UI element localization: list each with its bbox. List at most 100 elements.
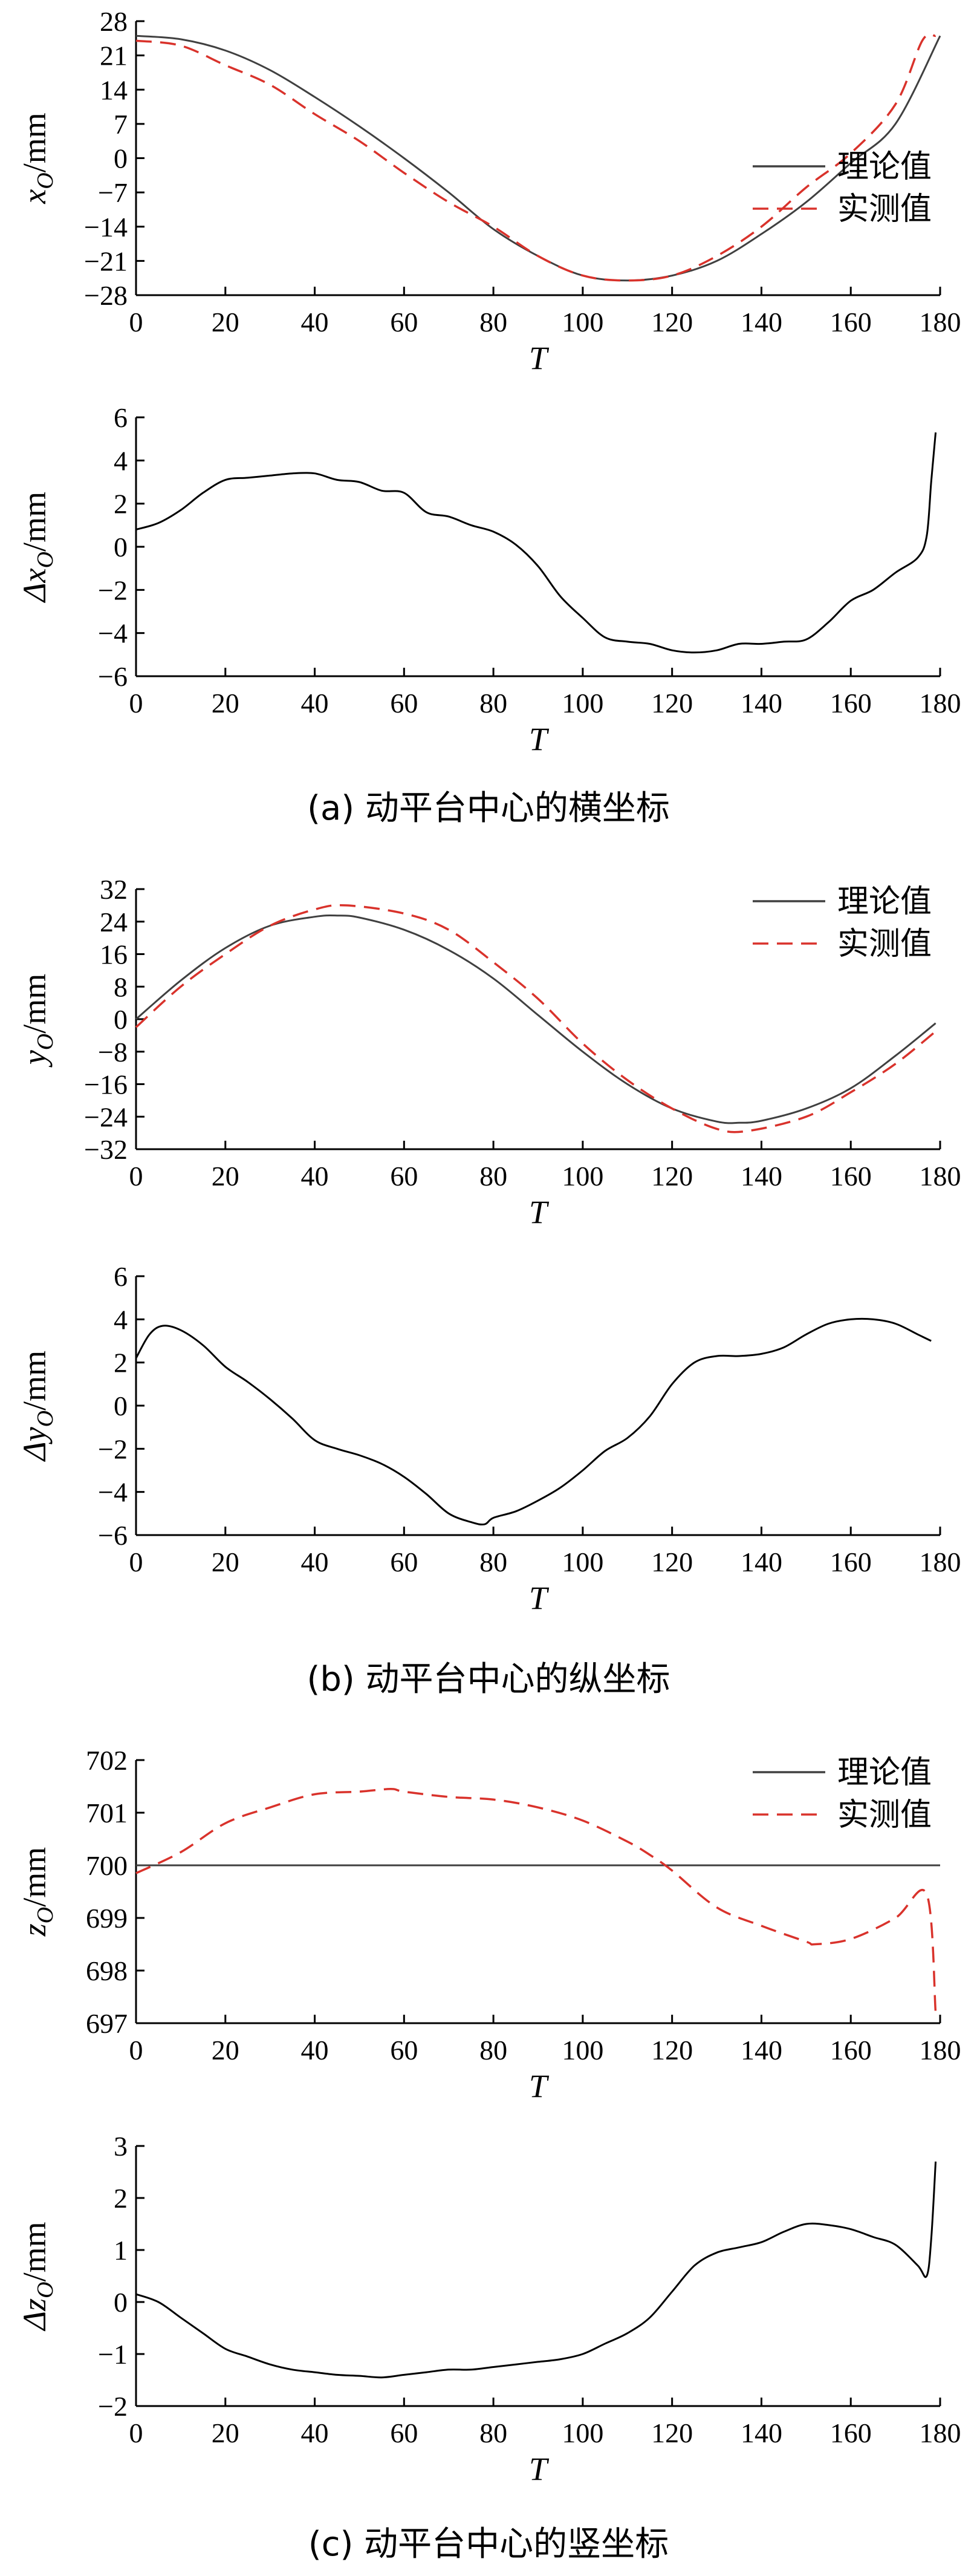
y-tick-label: −24 xyxy=(84,1101,128,1132)
x-tick-label: 160 xyxy=(830,1161,872,1192)
series-line-error xyxy=(135,432,937,654)
y-tick-label: −28 xyxy=(84,280,128,311)
series-line-theoretical xyxy=(135,34,941,282)
series-line-measured xyxy=(135,1788,937,2013)
x-axis-label: T xyxy=(529,721,550,757)
y-tick-label: 699 xyxy=(86,1903,128,1934)
y-tick-label: 697 xyxy=(86,2008,128,2039)
x-tick-label: 140 xyxy=(741,2035,782,2066)
y-label-main: z xyxy=(16,1923,53,1937)
x-tick-label: 20 xyxy=(212,2035,239,2066)
y-label-main: Δx xyxy=(16,568,53,603)
y-tick-label: −4 xyxy=(98,618,128,649)
y-tick-label: 28 xyxy=(100,6,128,37)
y-tick-label: 24 xyxy=(100,907,128,937)
x-tick-label: 160 xyxy=(830,307,872,337)
x-tick-label: 80 xyxy=(479,2035,507,2066)
x-tick-label: 20 xyxy=(212,1547,239,1577)
y-label-main: Δy xyxy=(16,1427,53,1462)
x-tick-label: 100 xyxy=(562,2418,603,2448)
y-tick-label: 0 xyxy=(114,143,128,174)
x-tick-label: 160 xyxy=(830,1547,872,1577)
y-axis-label: yO/mm xyxy=(16,974,58,1068)
y-tick-label: 700 xyxy=(86,1850,128,1881)
x-tick-label: 80 xyxy=(479,1547,507,1577)
y-label-unit: /mm xyxy=(16,492,53,552)
y-tick-label: 14 xyxy=(100,74,128,105)
x-tick-label: 100 xyxy=(562,1547,603,1577)
y-tick-label: 0 xyxy=(114,532,128,562)
y-tick-label: 2 xyxy=(114,1348,128,1378)
x-tick-label: 60 xyxy=(390,2418,418,2448)
y-axis-label: ΔxO/mm xyxy=(16,492,58,603)
x-tick-label: 0 xyxy=(129,1161,143,1192)
x-tick-label: 40 xyxy=(301,688,329,719)
y-tick-label: −8 xyxy=(98,1037,128,1068)
y-tick-label: 702 xyxy=(86,1745,128,1776)
x-tick-label: 180 xyxy=(920,2035,961,2066)
x-tick-label: 40 xyxy=(301,307,329,337)
y-tick-label: 3 xyxy=(114,2131,128,2162)
x-tick-label: 140 xyxy=(741,1547,782,1577)
y-axis-label: ΔzO/mm xyxy=(16,2222,58,2331)
y-tick-label: −2 xyxy=(98,2391,128,2422)
y-tick-label: −6 xyxy=(98,1520,128,1551)
y-label-unit: /mm xyxy=(16,112,53,172)
chart-dzo: −2 −1 0 1 2 3 0 20 40 60 80 100 120 140 160 180 T ΔzO/mm xyxy=(16,2131,961,2487)
y-label-sub: O xyxy=(33,1410,58,1427)
x-tick-label: 180 xyxy=(920,2418,961,2448)
x-tick-label: 160 xyxy=(830,2418,872,2448)
x-tick-label: 20 xyxy=(212,1161,239,1192)
y-axis-label: zO/mm xyxy=(16,1847,58,1937)
x-tick-label: 60 xyxy=(390,2035,418,2066)
x-tick-label: 0 xyxy=(129,1547,143,1577)
y-tick-label: −21 xyxy=(84,246,128,276)
x-tick-label: 100 xyxy=(562,307,603,337)
y-tick-label: 21 xyxy=(100,41,128,71)
x-tick-label: 0 xyxy=(129,2035,143,2066)
x-tick-label: 40 xyxy=(301,1161,329,1192)
x-tick-label: 140 xyxy=(741,307,782,337)
x-tick-label: 40 xyxy=(301,1547,329,1577)
y-axis-label: ΔyO/mm xyxy=(16,1351,58,1462)
x-axis-label: T xyxy=(529,2068,550,2104)
caption-a: (a) 动平台中心的横坐标 xyxy=(307,789,670,828)
caption-c: (c) 动平台中心的竖坐标 xyxy=(308,2525,669,2564)
y-tick-label: −2 xyxy=(98,1433,128,1464)
legend-label: 理论值 xyxy=(837,1755,932,1791)
x-tick-label: 120 xyxy=(651,307,693,337)
x-axis-label: T xyxy=(529,1194,550,1230)
x-tick-label: 120 xyxy=(651,1547,693,1577)
caption-b: (b) 动平台中心的纵坐标 xyxy=(307,1660,670,1699)
y-label-unit: /mm xyxy=(16,2222,53,2281)
y-tick-label: −16 xyxy=(84,1069,128,1100)
x-tick-label: 0 xyxy=(129,688,143,719)
x-tick-label: 0 xyxy=(129,307,143,337)
legend-label: 理论值 xyxy=(837,884,932,920)
y-tick-label: 6 xyxy=(114,1261,128,1292)
legend-label: 实测值 xyxy=(837,926,932,962)
x-tick-label: 80 xyxy=(479,688,507,719)
x-tick-label: 120 xyxy=(651,1161,693,1192)
y-tick-label: 4 xyxy=(114,1304,128,1335)
y-tick-label: 32 xyxy=(100,874,128,905)
x-tick-label: 60 xyxy=(390,1161,418,1192)
x-tick-label: 160 xyxy=(830,688,872,719)
x-tick-label: 140 xyxy=(741,688,782,719)
x-tick-label: 80 xyxy=(479,307,507,337)
y-label-sub: O xyxy=(33,552,58,568)
x-tick-label: 40 xyxy=(301,2418,329,2448)
y-tick-label: −14 xyxy=(84,212,128,243)
y-tick-label: −6 xyxy=(98,661,128,692)
x-tick-label: 120 xyxy=(651,2418,693,2448)
x-axis-label: T xyxy=(529,1580,550,1616)
series-line-measured xyxy=(135,33,936,282)
x-tick-label: 180 xyxy=(920,688,961,719)
y-label-sub: O xyxy=(33,1907,58,1923)
chart-zo: 697 698 699 700 701 702 0 20 40 60 80 100 120 140 160 1… xyxy=(16,1745,961,2104)
series-line-error xyxy=(135,1317,932,1526)
x-tick-label: 60 xyxy=(390,307,418,337)
y-label-unit: /mm xyxy=(16,1351,53,1410)
